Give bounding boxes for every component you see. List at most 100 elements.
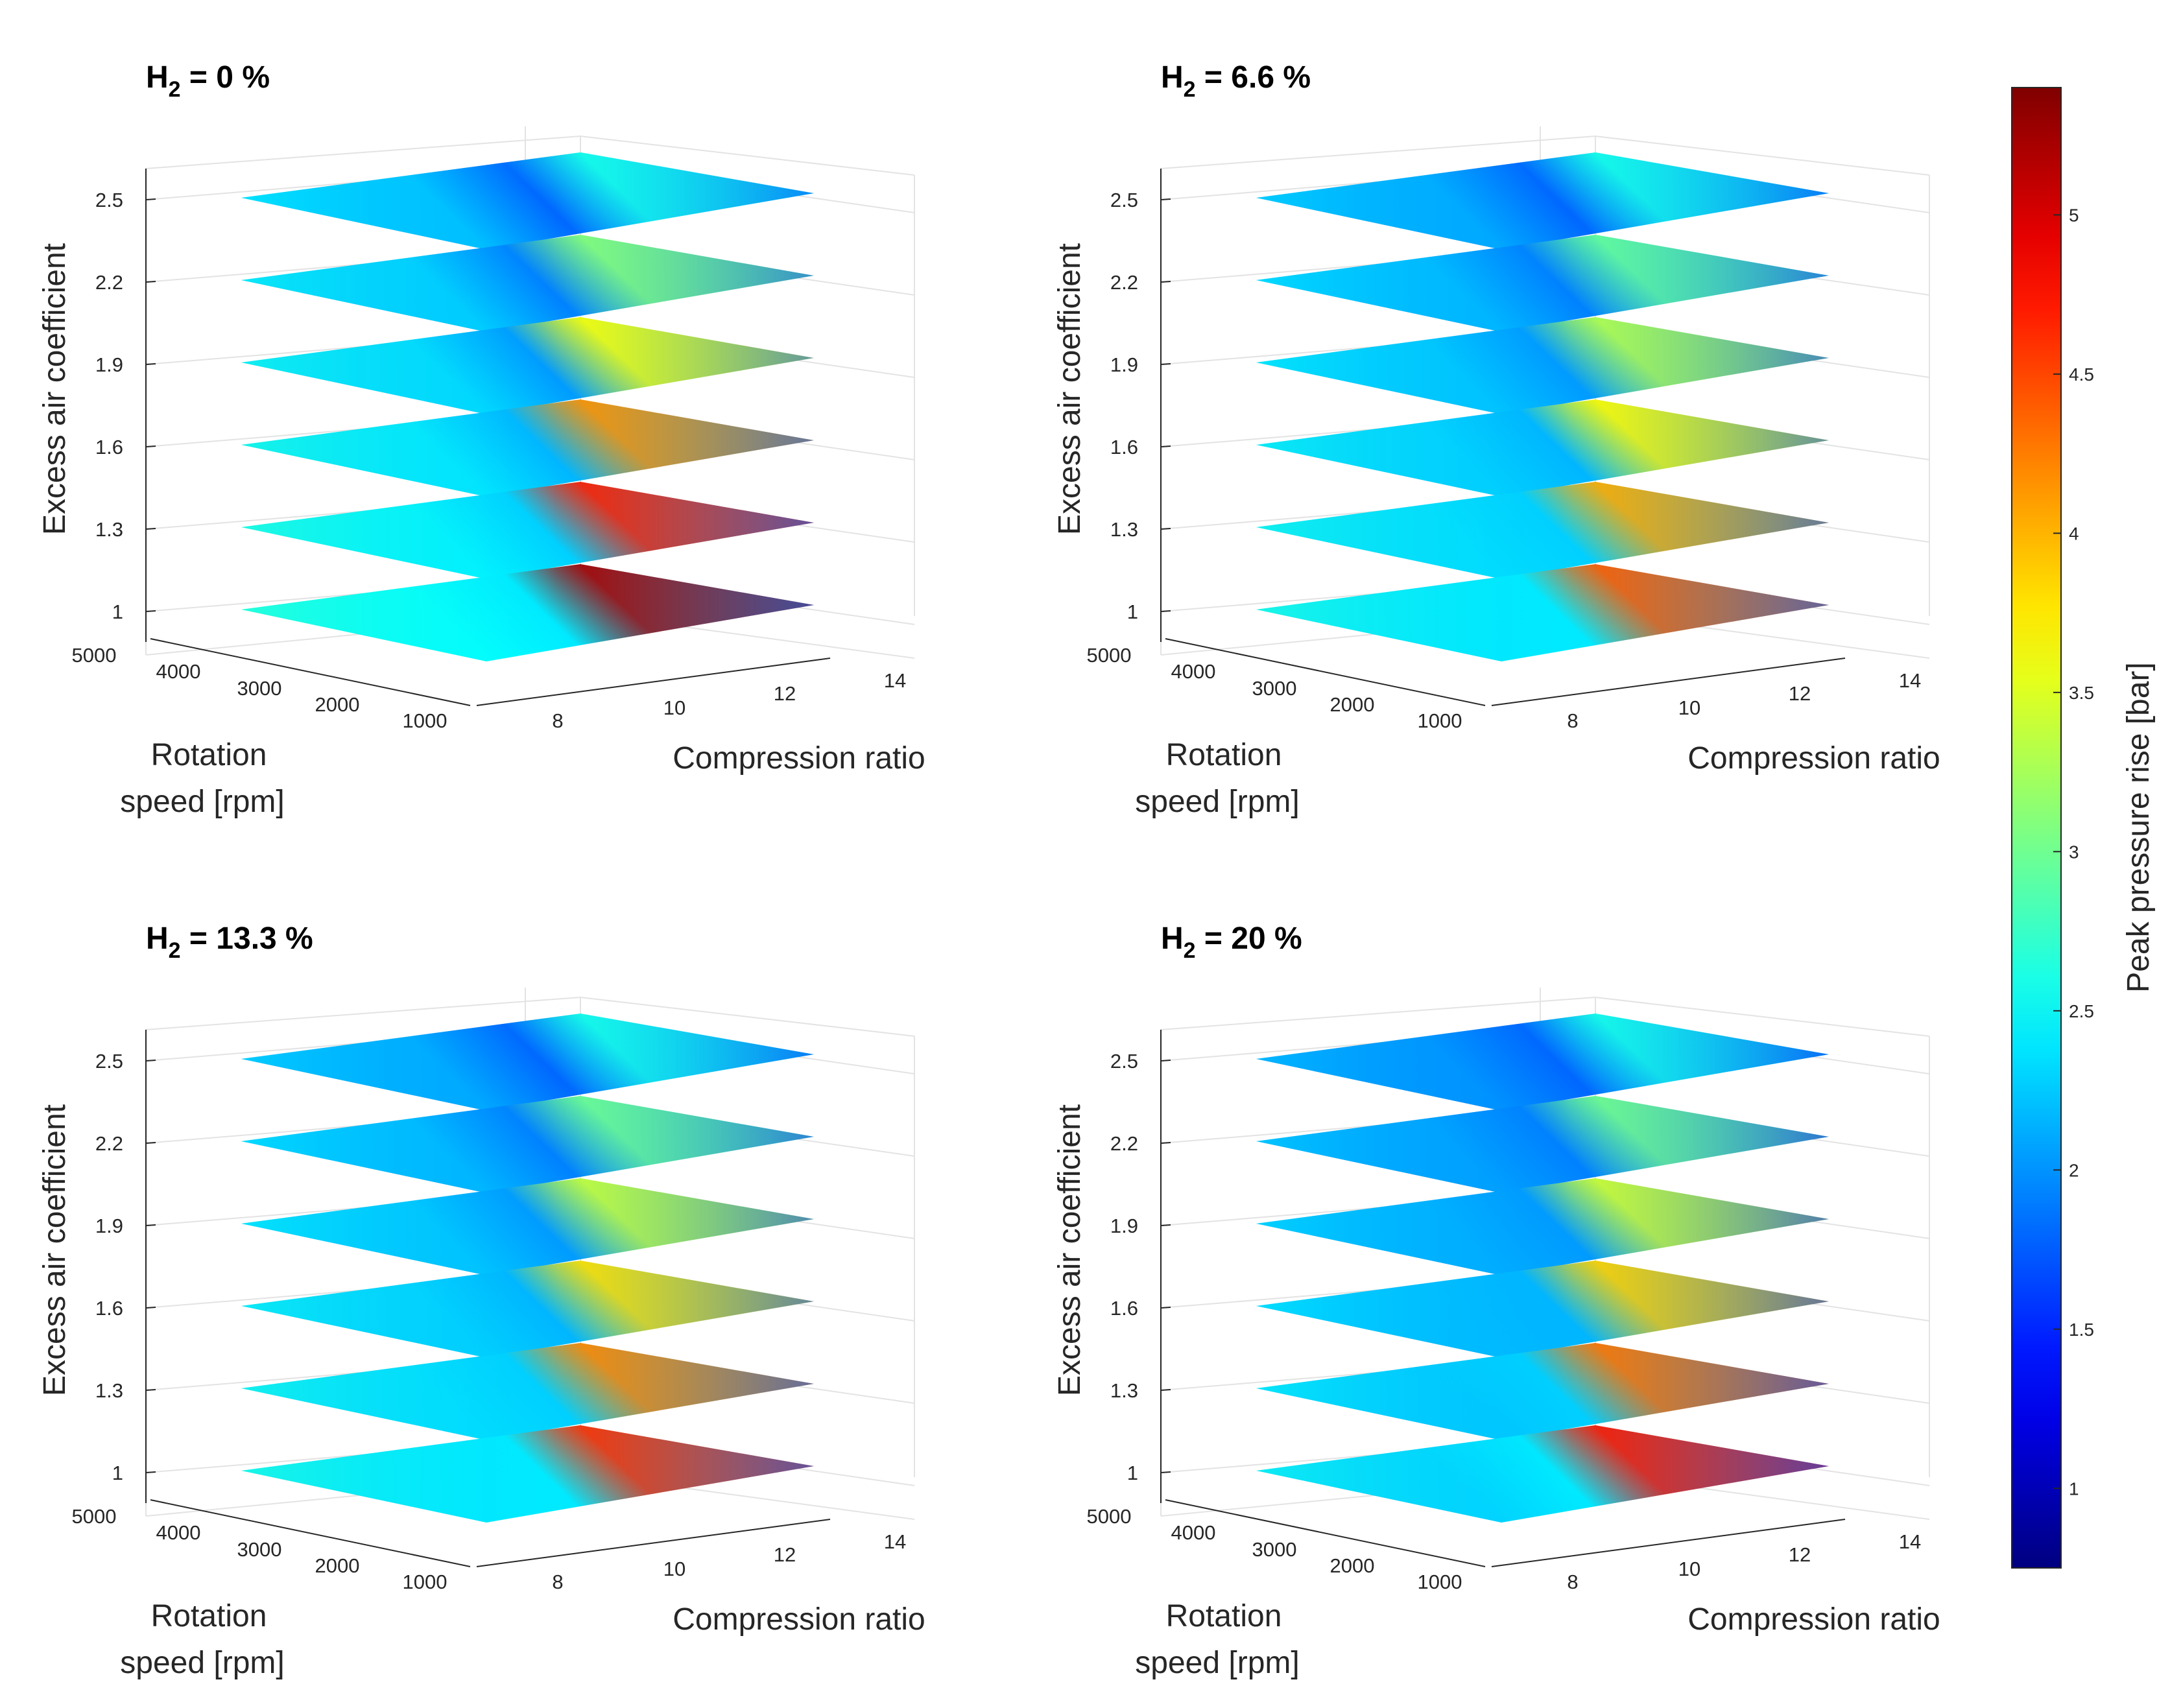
slice-shading: [1256, 1096, 1829, 1193]
z-tick-mark: [145, 1471, 156, 1473]
slice-shading: [1256, 1343, 1829, 1440]
z-tick-mark: [145, 281, 156, 283]
y-tick-label: 4000: [156, 1521, 201, 1544]
slice-shading: [241, 1343, 814, 1440]
colorbar-gradient: [2011, 87, 2062, 1569]
x-axis-label: Compression ratio: [673, 741, 925, 776]
y-tick-label: 5000: [72, 1505, 117, 1528]
y-axis-label-line1: Rotation: [1166, 738, 1282, 772]
z-tick-label: 1.3: [1110, 518, 1138, 541]
x-axis-line: [1491, 658, 1846, 706]
colorbar-tick-label: 2.5: [2069, 1001, 2094, 1021]
y-tick-label: 4000: [1171, 1521, 1216, 1544]
grid-line: [1160, 136, 1596, 169]
colorbar-tick-label: 2: [2069, 1160, 2079, 1180]
slice-shading: [1256, 1178, 1829, 1275]
colorbar-tick-label: 3: [2069, 842, 2079, 862]
y-tick-label: 5000: [1087, 1505, 1132, 1528]
z-axis-label: Excess air coefficient: [38, 1104, 72, 1396]
y-tick-label: 1000: [403, 709, 447, 732]
colorbar-label: Peak pressure rise [bar]: [2121, 662, 2156, 993]
grid-line: [145, 136, 581, 169]
y-axis-label-line2: speed [rpm]: [1135, 785, 1299, 819]
x-axis-line: [476, 1519, 831, 1567]
z-tick-mark: [1160, 198, 1171, 200]
panel-title: H2 = 0 %: [146, 60, 270, 102]
z-tick-label: 2.2: [1110, 271, 1138, 294]
x-tick-label: 12: [1789, 1543, 1811, 1566]
slice-shading: [241, 1261, 814, 1358]
y-axis-line: [150, 1499, 471, 1567]
z-tick-label: 2.2: [95, 1132, 123, 1155]
x-tick-label: 14: [884, 669, 906, 692]
z-axis-label: Excess air coefficient: [1053, 1104, 1087, 1396]
z-tick-label: 2.2: [95, 271, 123, 294]
z-tick-mark: [1160, 1471, 1171, 1473]
z-tick-label: 1.6: [95, 1297, 123, 1320]
z-tick-label: 2.5: [1110, 1050, 1138, 1073]
panel-4: 1 1.3 1.6 1.9 2.2 2.5 1000 2000 3000 4000 5000 8 10 1…: [1053, 921, 1940, 1680]
panel-title: H2 = 6.6 %: [1161, 60, 1311, 102]
y-tick-label: 5000: [1087, 644, 1132, 667]
y-axis-label-line1: Rotation: [151, 1599, 267, 1633]
z-tick-label: 2.2: [1110, 1132, 1138, 1155]
z-tick-mark: [1160, 528, 1171, 530]
axes: 1 1.3 1.6 1.9 2.2 2.5 1000 2000 3000 4000 5000 8 10 1…: [38, 1030, 925, 1680]
x-tick-label: 8: [1567, 709, 1578, 732]
y-tick-label: 2000: [315, 693, 360, 716]
x-axis-label: Compression ratio: [1687, 741, 1940, 776]
z-tick-mark: [145, 1307, 156, 1309]
y-axis-label-line1: Rotation: [151, 738, 267, 772]
axes: 1 1.3 1.6 1.9 2.2 2.5 1000 2000 3000 4000 5000 8 10 1…: [1053, 1030, 1940, 1680]
slice-shading: [1256, 152, 1829, 250]
x-tick-label: 10: [663, 696, 686, 719]
panels: 1 1.3 1.6 1.9 2.2 2.5 1000 2000 3000 4000 5000 8 10 1…: [38, 60, 1940, 1680]
z-axis-label: Excess air coefficient: [1053, 243, 1087, 535]
z-tick-mark: [145, 445, 156, 447]
y-tick-label: 2000: [1330, 693, 1375, 716]
x-tick-label: 12: [1789, 682, 1811, 705]
slice-shading: [1256, 235, 1829, 332]
y-tick-label: 2000: [1330, 1554, 1375, 1577]
slice-shading: [1256, 482, 1829, 579]
grid-line: [1160, 997, 1596, 1030]
z-tick-mark: [1160, 1060, 1171, 1062]
z-tick-mark: [145, 198, 156, 200]
axes: 1 1.3 1.6 1.9 2.2 2.5 1000 2000 3000 4000 5000 8 10 1…: [38, 169, 925, 819]
slice-shading: [1256, 317, 1829, 414]
z-tick-label: 1.6: [1110, 1297, 1138, 1320]
grid-line: [145, 997, 581, 1030]
z-tick-mark: [1160, 1224, 1171, 1226]
z-axis-label: Excess air coefficient: [38, 243, 72, 535]
slice-shading: [241, 317, 814, 414]
panel-3: 1 1.3 1.6 1.9 2.2 2.5 1000 2000 3000 4000 5000 8 10 1…: [38, 921, 925, 1680]
slice-shading: [241, 482, 814, 579]
axes: 1 1.3 1.6 1.9 2.2 2.5 1000 2000 3000 4000 5000 8 10 1…: [1053, 169, 1940, 819]
y-tick-label: 3000: [1252, 1538, 1297, 1561]
slices: [241, 152, 814, 661]
colorbar-tick-label: 5: [2069, 205, 2079, 225]
z-tick-label: 2.5: [95, 189, 123, 211]
y-tick-label: 3000: [237, 677, 282, 700]
z-tick-label: 1.9: [1110, 1215, 1138, 1237]
slice-shading: [1256, 1014, 1829, 1111]
colorbar-tick-label: 1.5: [2069, 1320, 2094, 1340]
z-tick-label: 2.5: [1110, 189, 1138, 211]
grid-line: [580, 997, 915, 1037]
x-tick-label: 10: [1678, 1558, 1700, 1580]
z-tick-label: 1.9: [95, 353, 123, 376]
x-tick-label: 14: [1899, 669, 1921, 692]
slice-shading: [241, 399, 814, 497]
x-tick-label: 10: [1678, 696, 1700, 719]
z-tick-label: 1.3: [1110, 1379, 1138, 1402]
y-axis-line: [1165, 1499, 1486, 1567]
colorbar-tick-label: 4.5: [2069, 364, 2094, 385]
y-axis-label-line2: speed [rpm]: [1135, 1646, 1299, 1680]
y-axis-label-line2: speed [rpm]: [120, 1646, 284, 1680]
slice-shading: [1256, 399, 1829, 497]
y-tick-label: 2000: [315, 1554, 360, 1577]
slice-shading: [241, 564, 814, 661]
y-axis-line: [1165, 638, 1486, 706]
grid-line: [1595, 136, 1930, 176]
